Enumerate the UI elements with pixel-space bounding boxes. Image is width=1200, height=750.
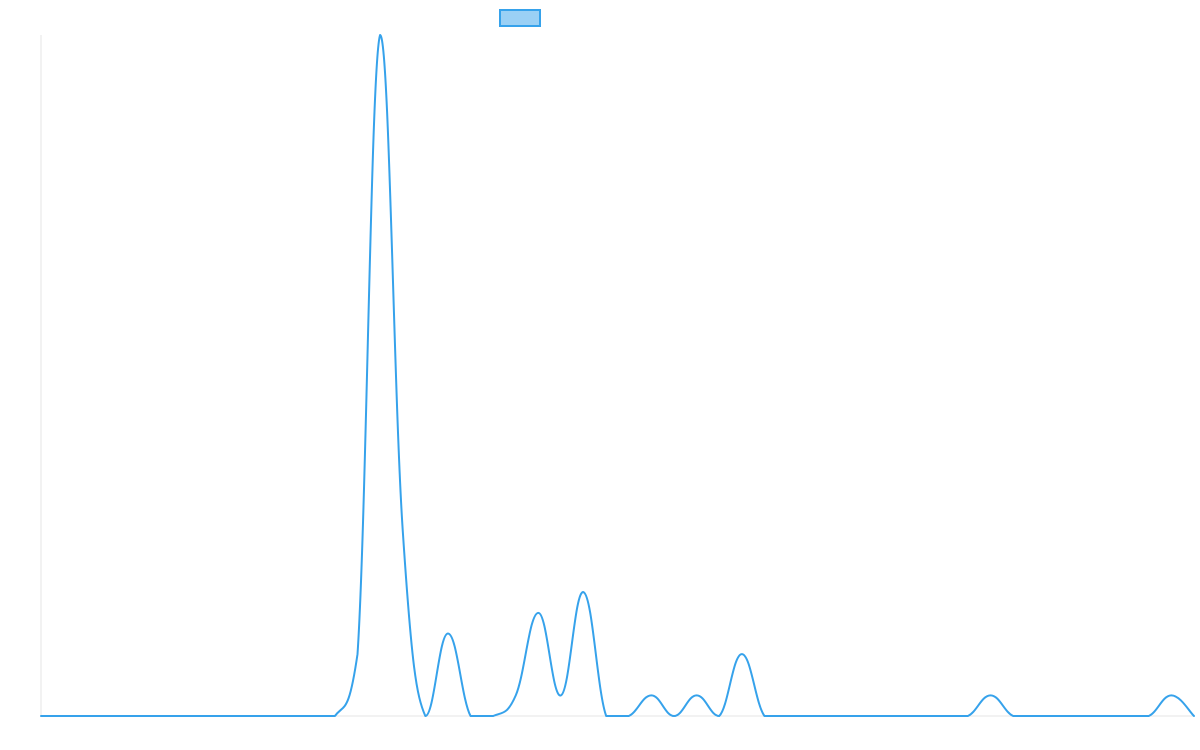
data-point[interactable] [38,713,44,719]
data-point[interactable] [61,713,67,719]
data-point[interactable] [694,692,700,698]
series-line-0 [40,34,1195,717]
data-point[interactable] [241,713,247,719]
data-point[interactable] [784,713,790,719]
data-point[interactable] [377,32,383,38]
data-point[interactable] [603,713,609,719]
data-point[interactable] [874,713,880,719]
data-point[interactable] [648,692,654,698]
data-point[interactable] [128,713,134,719]
data-point[interactable] [988,692,994,698]
data-point[interactable] [535,610,541,616]
data-point[interactable] [897,713,903,719]
data-point[interactable] [1146,713,1152,719]
data-point[interactable] [174,713,180,719]
data-point[interactable] [219,713,225,719]
data-point[interactable] [1078,713,1084,719]
data-point[interactable] [1123,713,1129,719]
data-point[interactable] [1191,713,1197,719]
data-point[interactable] [852,713,858,719]
data-point[interactable] [671,713,677,719]
data-point[interactable] [106,713,112,719]
data-point[interactable] [1010,713,1016,719]
data-point[interactable] [151,713,157,719]
data-point[interactable] [1055,713,1061,719]
data-point[interactable] [422,713,428,719]
data-point[interactable] [558,692,564,698]
data-point[interactable] [829,713,835,719]
data-point[interactable] [445,630,451,636]
data-point[interactable] [942,713,948,719]
data-point[interactable] [965,713,971,719]
data-point[interactable] [581,589,587,595]
data-point[interactable] [626,713,632,719]
data-point[interactable] [920,713,926,719]
series-layer [38,32,1197,719]
data-point[interactable] [264,713,270,719]
data-point[interactable] [400,527,406,533]
data-point[interactable] [716,713,722,719]
data-point[interactable] [83,713,89,719]
data-point[interactable] [355,651,361,657]
data-point[interactable] [309,713,315,719]
data-point[interactable] [1101,713,1107,719]
data-point[interactable] [1033,713,1039,719]
data-point[interactable] [196,713,202,719]
data-point[interactable] [490,713,496,719]
data-point[interactable] [807,713,813,719]
data-point[interactable] [513,692,519,698]
data-point[interactable] [468,713,474,719]
data-point[interactable] [287,713,293,719]
data-point[interactable] [1168,692,1174,698]
data-point[interactable] [761,713,767,719]
data-point[interactable] [332,713,338,719]
legend-swatch[interactable] [499,9,541,27]
data-point[interactable] [739,651,745,657]
